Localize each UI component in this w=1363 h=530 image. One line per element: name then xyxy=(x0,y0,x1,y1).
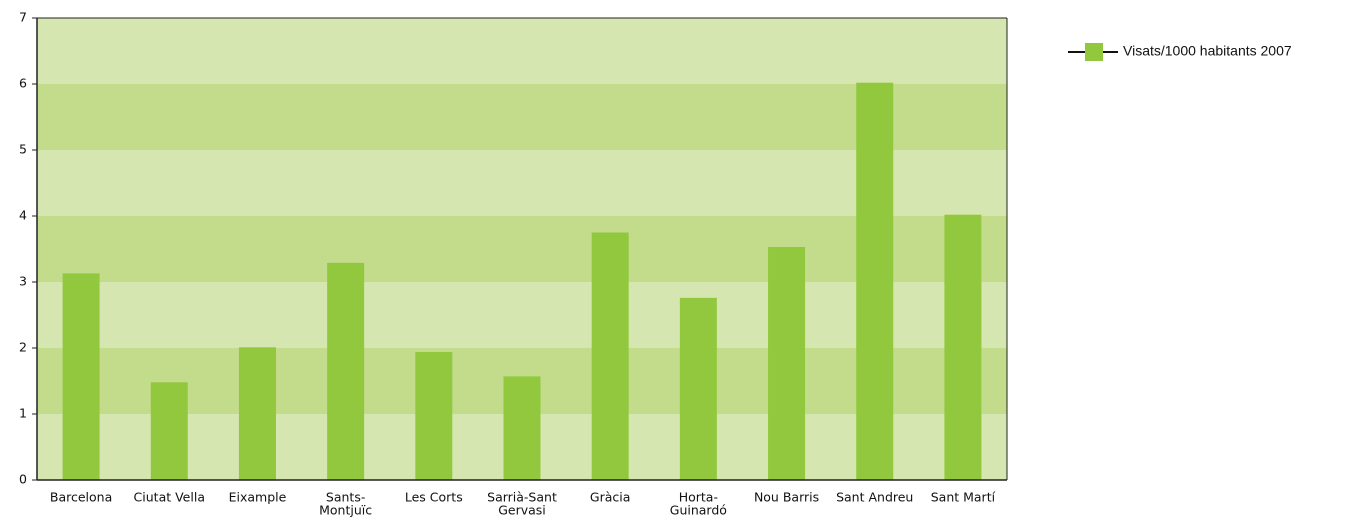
grid-band xyxy=(37,18,1007,84)
x-tick-label: Horta- xyxy=(679,490,718,505)
grid-band xyxy=(37,84,1007,150)
bar xyxy=(679,297,717,480)
x-tick-label: Sants- xyxy=(326,490,365,505)
x-tick-label: Les Corts xyxy=(405,490,463,505)
bar xyxy=(415,351,453,480)
bar xyxy=(327,262,365,480)
x-tick-label: Eixample xyxy=(229,490,287,505)
x-tick-label: Sant Andreu xyxy=(836,490,913,505)
x-tick-label: Montjuïc xyxy=(319,503,372,518)
x-tick-label: Barcelona xyxy=(50,490,112,505)
legend-swatch xyxy=(1085,43,1103,61)
legend: Visats/1000 habitants 2007 xyxy=(1068,43,1292,61)
bar xyxy=(591,232,629,480)
grid-band xyxy=(37,216,1007,282)
bar xyxy=(503,376,541,480)
x-tick-label: Nou Barris xyxy=(754,490,819,505)
bar xyxy=(944,214,982,480)
x-tick-label: Ciutat Vella xyxy=(134,490,205,505)
y-tick-label: 3 xyxy=(19,274,27,289)
x-tick-label: Gràcia xyxy=(590,490,631,505)
y-tick-label: 4 xyxy=(19,208,27,223)
y-tick-label: 5 xyxy=(19,142,27,157)
x-tick-label: Guinardó xyxy=(670,503,727,518)
grid-band xyxy=(37,150,1007,216)
x-tick-label: Gervasi xyxy=(498,503,546,518)
y-tick-label: 7 xyxy=(19,10,27,25)
bar xyxy=(856,82,894,481)
x-tick-label: Sarrià-Sant xyxy=(487,490,557,505)
bar xyxy=(150,382,188,480)
bar xyxy=(768,247,806,480)
y-tick-label: 1 xyxy=(19,406,27,421)
legend-label: Visats/1000 habitants 2007 xyxy=(1123,43,1292,59)
y-tick-label: 6 xyxy=(19,76,27,91)
grid-band xyxy=(37,282,1007,348)
x-tick-label: Sant Martí xyxy=(931,490,996,505)
bar xyxy=(238,347,276,480)
y-tick-label: 0 xyxy=(19,472,27,487)
bar xyxy=(62,273,100,480)
y-tick-label: 2 xyxy=(19,340,27,355)
